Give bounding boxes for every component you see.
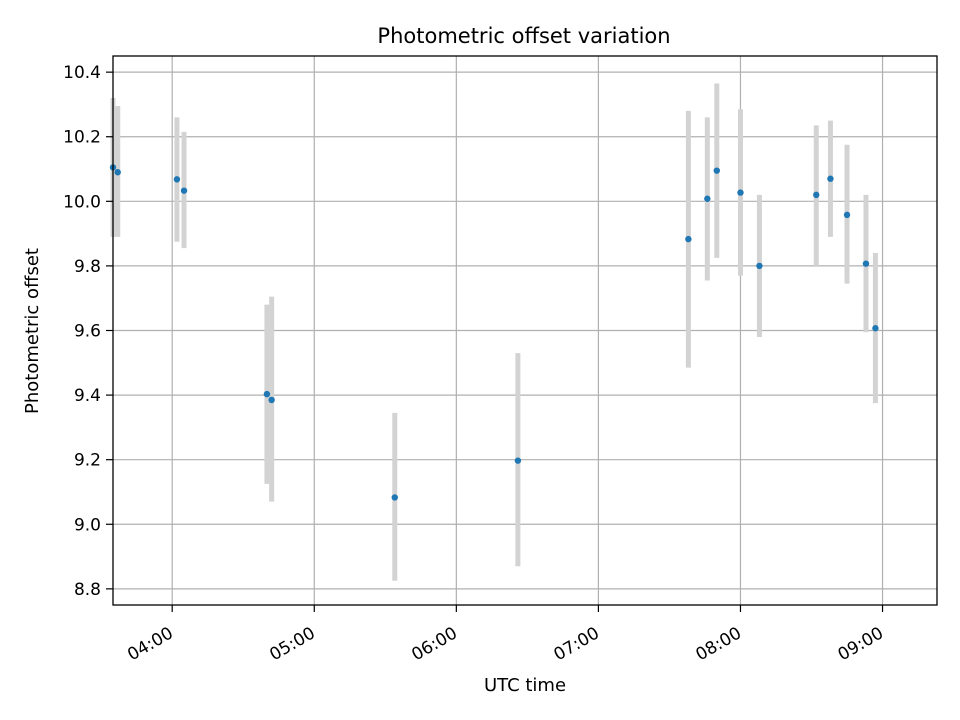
data-point	[827, 175, 834, 182]
y-tick-label: 10.0	[63, 192, 101, 212]
x-axis-label: UTC time	[484, 675, 566, 696]
y-tick-label: 9.2	[74, 451, 101, 471]
y-tick-label: 9.0	[74, 515, 101, 535]
data-point	[263, 390, 271, 398]
data-point	[173, 176, 181, 183]
data-point	[391, 494, 398, 501]
chart-title: Photometric offset variation	[377, 24, 670, 48]
data-point	[843, 211, 851, 219]
y-tick-label: 9.8	[74, 257, 101, 277]
data-point	[756, 262, 763, 270]
data-point	[114, 169, 121, 176]
data-point	[514, 457, 522, 464]
data-point	[713, 167, 720, 174]
y-tick-label: 9.4	[74, 386, 101, 406]
data-point	[737, 189, 744, 196]
data-point	[268, 396, 275, 404]
grid	[113, 56, 937, 605]
y-tick-label: 10.4	[63, 63, 101, 83]
data-point	[180, 187, 188, 194]
y-axis-label: Photometric offset	[22, 248, 43, 414]
data-point	[813, 191, 820, 199]
data-point	[862, 260, 870, 267]
data-point	[685, 235, 692, 243]
y-axis-ticks: 8.8 9.0 9.2 9.4 9.6 9.8 10.0 10.2 10.4	[63, 63, 113, 600]
data-points	[109, 164, 879, 501]
data-point	[704, 195, 711, 202]
y-tick-label: 8.8	[74, 580, 101, 600]
data-point	[872, 325, 879, 332]
y-tick-label: 9.6	[74, 322, 101, 342]
y-tick-label: 10.2	[63, 128, 101, 148]
